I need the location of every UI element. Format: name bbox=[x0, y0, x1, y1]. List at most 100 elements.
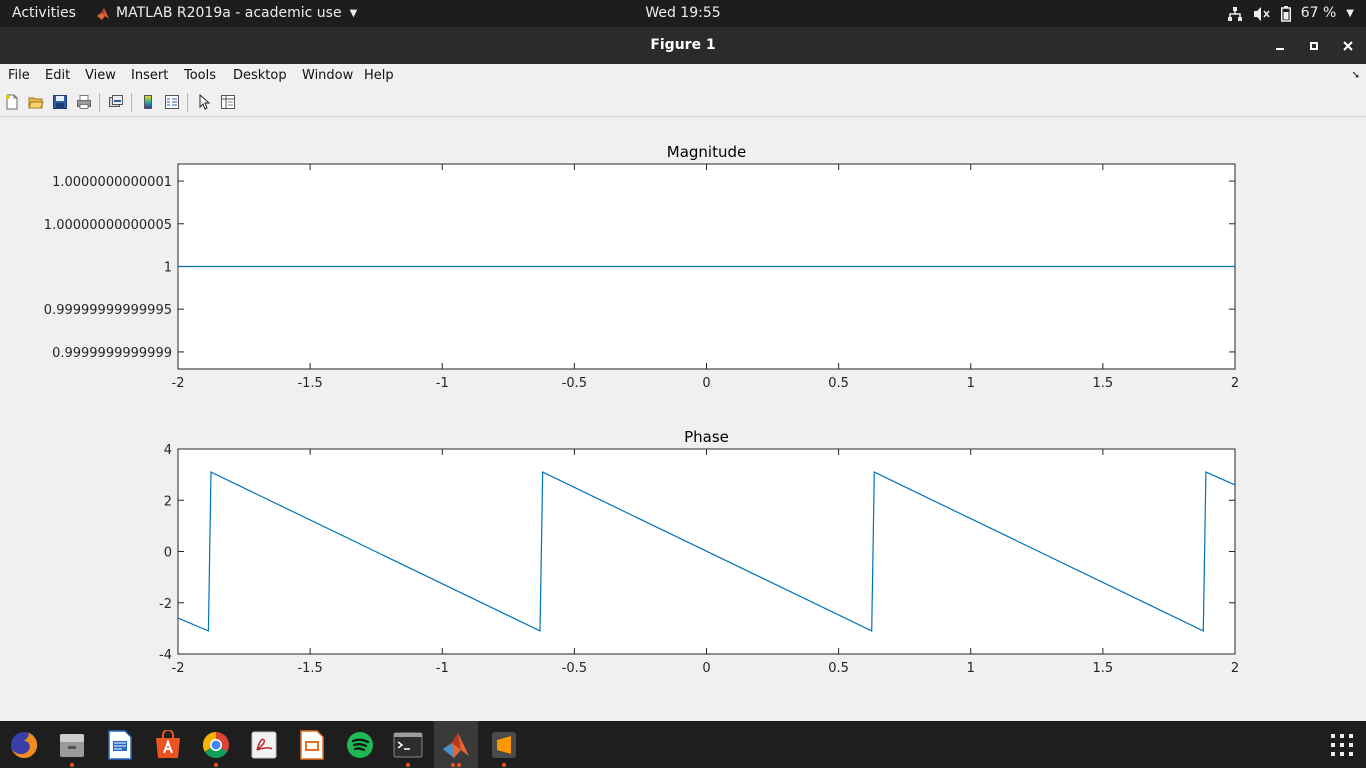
colorbar-button[interactable] bbox=[139, 93, 157, 111]
writer-icon bbox=[108, 729, 132, 760]
x-tick-label: -1.5 bbox=[297, 376, 322, 391]
dock-matlab[interactable] bbox=[434, 721, 478, 768]
toolbar-separator bbox=[99, 93, 100, 112]
system-top-bar: Activities MATLAB R2019a - academic use … bbox=[0, 0, 1366, 27]
dock-spotify[interactable] bbox=[338, 721, 382, 768]
matlab-icon bbox=[443, 732, 469, 758]
pdf-viewer-icon bbox=[251, 731, 277, 758]
legend-icon bbox=[165, 95, 179, 109]
clock[interactable]: Wed 19:55 bbox=[645, 5, 721, 21]
volume-muted-icon bbox=[1253, 6, 1270, 21]
figure-plots[interactable]: Magnitude -2 -1.5 -1 -0.5 0 0.5 1 1.5 2 0.99999999… bbox=[0, 118, 1366, 721]
menu-desktop[interactable]: Desktop bbox=[233, 68, 287, 83]
y-tick-label: 1.00000000000005 bbox=[44, 218, 172, 233]
menu-view[interactable]: View bbox=[85, 68, 116, 83]
system-tray[interactable]: 67 % ▼ bbox=[1227, 0, 1354, 27]
x-tick-label: 0 bbox=[702, 376, 710, 391]
x-tick-label: -0.5 bbox=[562, 376, 587, 391]
show-applications-icon[interactable] bbox=[1330, 733, 1354, 757]
link-plot-button[interactable] bbox=[107, 93, 125, 111]
minimize-button[interactable] bbox=[1270, 36, 1290, 56]
close-icon bbox=[1343, 41, 1353, 51]
running-indicator bbox=[406, 763, 410, 767]
files-icon bbox=[60, 733, 84, 757]
dock-pdf-viewer[interactable] bbox=[242, 721, 286, 768]
save-icon bbox=[53, 95, 67, 109]
menu-tools[interactable]: Tools bbox=[184, 68, 217, 83]
axes-title: Magnitude bbox=[667, 143, 746, 161]
dock-terminal[interactable] bbox=[386, 721, 430, 768]
x-tick-label: -2 bbox=[172, 376, 185, 391]
x-tick-label: -1.5 bbox=[297, 661, 322, 676]
open-file-button[interactable] bbox=[27, 93, 45, 111]
y-tick-label: 4 bbox=[164, 443, 172, 458]
series-line bbox=[177, 471, 1236, 632]
menu-file[interactable]: File bbox=[8, 68, 30, 83]
y-tick-label: -2 bbox=[159, 597, 172, 612]
sublime-text-icon bbox=[492, 731, 516, 758]
minimize-icon bbox=[1276, 48, 1284, 50]
x-tick-label: -2 bbox=[172, 661, 185, 676]
x-tick-label: -1 bbox=[436, 376, 449, 391]
chevron-down-icon: ▼ bbox=[1346, 8, 1354, 19]
close-button[interactable] bbox=[1338, 36, 1358, 56]
toolbar-separator bbox=[131, 93, 132, 112]
menu-window[interactable]: Window bbox=[302, 68, 354, 83]
spotify-icon bbox=[347, 731, 373, 758]
edit-plot-button[interactable] bbox=[195, 93, 213, 111]
y-tick-label: 0 bbox=[164, 546, 172, 561]
terminal-icon bbox=[393, 732, 423, 757]
new-figure-button[interactable] bbox=[3, 93, 21, 111]
save-button[interactable] bbox=[51, 93, 69, 111]
x-tick-label: 0.5 bbox=[828, 376, 849, 391]
chevron-down-icon: ▼ bbox=[349, 8, 358, 19]
property-inspector-icon bbox=[221, 95, 235, 109]
print-icon bbox=[77, 95, 91, 109]
dock-files[interactable] bbox=[50, 721, 94, 768]
firefox-icon bbox=[11, 731, 38, 758]
y-tick-label: -4 bbox=[159, 648, 172, 663]
running-indicator bbox=[502, 763, 506, 767]
running-indicator bbox=[451, 763, 455, 767]
axes-title: Phase bbox=[684, 428, 729, 446]
x-tick-label: 2 bbox=[1231, 661, 1239, 676]
battery-icon bbox=[1280, 5, 1291, 22]
x-tick-label: -1 bbox=[436, 661, 449, 676]
app-menu[interactable]: MATLAB R2019a - academic use ▼ bbox=[96, 0, 357, 27]
software-icon bbox=[156, 729, 180, 758]
y-tick-label: 0.99999999999995 bbox=[44, 303, 172, 318]
battery-percent: 67 % bbox=[1300, 5, 1337, 21]
legend-button[interactable] bbox=[163, 93, 181, 111]
dock-sublime-text[interactable] bbox=[482, 721, 526, 768]
x-tick-label: 0 bbox=[702, 661, 710, 676]
dock-figure-icon[interactable]: ➘ bbox=[1351, 70, 1360, 81]
menu-edit[interactable]: Edit bbox=[45, 68, 71, 83]
dock-firefox[interactable] bbox=[2, 721, 46, 768]
window-title: Figure 1 bbox=[650, 37, 716, 53]
activities-button[interactable]: Activities bbox=[12, 5, 76, 21]
colorbar-icon bbox=[144, 95, 152, 109]
open-file-icon bbox=[28, 97, 44, 109]
running-indicator bbox=[457, 763, 461, 767]
edit-plot-icon bbox=[199, 94, 211, 110]
dock-software[interactable] bbox=[146, 721, 190, 768]
maximize-button[interactable] bbox=[1304, 36, 1324, 56]
running-indicator bbox=[214, 763, 218, 767]
dock-impress[interactable] bbox=[290, 721, 334, 768]
dock-chrome[interactable] bbox=[194, 721, 238, 768]
dock-writer[interactable] bbox=[98, 721, 142, 768]
menu-help[interactable]: Help bbox=[364, 68, 394, 83]
network-icon bbox=[1227, 6, 1242, 21]
x-tick-label: 1 bbox=[967, 376, 975, 391]
figure-canvas[interactable]: Magnitude -2 -1.5 -1 -0.5 0 0.5 1 1.5 2 0.99999999… bbox=[0, 118, 1366, 721]
toolbar-separator bbox=[187, 93, 188, 112]
window-title-bar[interactable]: Figure 1 bbox=[0, 27, 1366, 64]
property-inspector-button[interactable] bbox=[219, 93, 237, 111]
running-indicator bbox=[70, 763, 74, 767]
ubuntu-dock bbox=[0, 721, 1366, 768]
menu-bar: File Edit View Insert Tools Desktop Wind… bbox=[0, 64, 1366, 88]
print-button[interactable] bbox=[75, 93, 93, 111]
chrome-icon bbox=[202, 731, 229, 758]
x-tick-label: -0.5 bbox=[562, 661, 587, 676]
menu-insert[interactable]: Insert bbox=[131, 68, 169, 83]
